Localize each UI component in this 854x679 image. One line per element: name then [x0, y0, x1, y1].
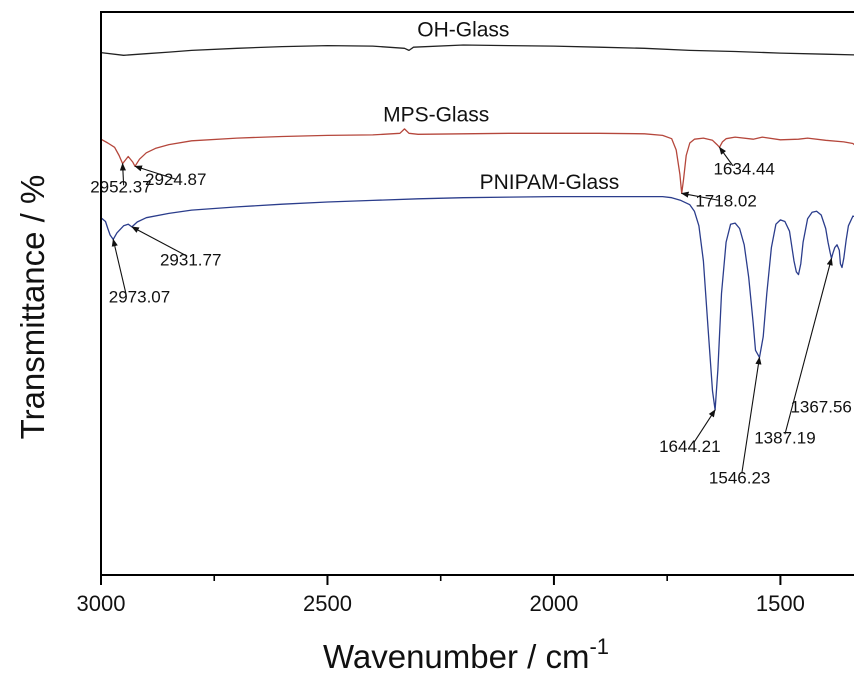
peak-annotation: 1387.19	[754, 257, 833, 447]
peak-label: 1644.21	[659, 437, 720, 456]
peak-annotation: 2952.37	[90, 162, 152, 196]
peak-arrow	[131, 226, 188, 257]
peak-label: 2924.87	[145, 170, 206, 189]
series-line-oh-glass	[100, 44, 854, 56]
peak-arrow	[680, 191, 720, 201]
peak-annotation: 1367.56	[790, 398, 851, 417]
peak-annotation: 1634.44	[713, 146, 775, 178]
y-axis-title: Transmittance / %	[14, 175, 51, 440]
peak-annotation: 2931.77	[131, 226, 221, 269]
peak-arrow	[693, 409, 716, 443]
peak-arrow	[741, 356, 762, 473]
series-line-mps-glass	[100, 128, 854, 195]
series-layer	[100, 44, 854, 411]
peak-annotation: 1546.23	[709, 356, 770, 488]
peak-label: 2973.07	[109, 288, 170, 307]
x-tick-label: 2000	[529, 591, 578, 616]
peak-arrow	[134, 165, 176, 180]
peak-annotation: 1644.21	[659, 409, 721, 456]
peak-annotation: 1718.02	[680, 191, 757, 210]
peak-annotation: 2924.87	[134, 165, 206, 189]
x-tick-label: 3000	[77, 591, 126, 616]
peak-arrow	[719, 146, 734, 167]
peak-label: 2931.77	[160, 250, 221, 269]
peak-arrow	[784, 257, 833, 435]
series-label-layer: OH-Glass MPS-Glass PNIPAM-Glass	[383, 18, 619, 194]
series-label-mps-glass: MPS-Glass	[383, 103, 489, 126]
x-tick-label: 2500	[303, 591, 352, 616]
series-line-pnipam-glass	[100, 195, 854, 411]
peak-label: 1546.23	[709, 469, 770, 488]
x-axis: 3000 2500 2000 1500	[77, 575, 805, 616]
series-label-pnipam-glass: PNIPAM-Glass	[480, 171, 620, 194]
peak-label: 1387.19	[754, 428, 815, 447]
peak-label: 1634.44	[713, 159, 774, 178]
x-axis-title-exponent: -1	[589, 634, 609, 659]
peak-arrow	[111, 238, 127, 294]
x-axis-title-main: Wavenumber / cm	[323, 638, 590, 675]
series-label-oh-glass: OH-Glass	[417, 18, 509, 41]
x-axis-title: Wavenumber / cm-1	[323, 634, 609, 675]
peak-annotation: 2973.07	[109, 238, 170, 307]
peak-label: 1367.56	[790, 398, 851, 417]
peak-label: 1718.02	[695, 191, 756, 210]
x-tick-label: 1500	[756, 591, 805, 616]
peak-label: 2952.37	[90, 177, 151, 196]
peak-arrow	[119, 162, 126, 186]
plot-frame	[100, 11, 854, 576]
